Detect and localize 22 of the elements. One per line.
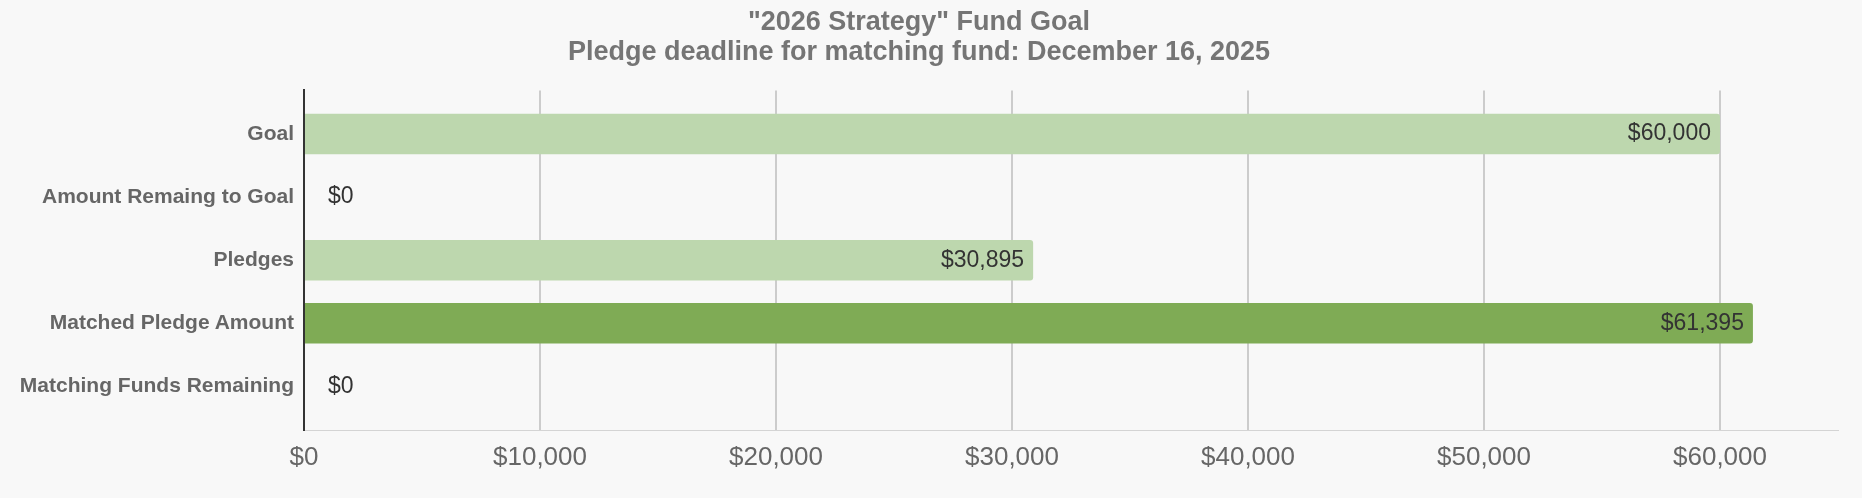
chart-title: "2026 Strategy" Fund Goal xyxy=(747,6,1091,37)
x-tick-label: $50,000 xyxy=(1437,440,1531,471)
bar xyxy=(305,240,1034,281)
bar xyxy=(305,303,1753,344)
y-tick-label: Amount Remaing to Goal xyxy=(42,183,294,207)
x-tick-label: $0 xyxy=(289,440,319,471)
x-tick-label: $20,000 xyxy=(729,440,823,471)
y-tick-label: Goal xyxy=(247,120,294,144)
x-tick-label: $40,000 xyxy=(1201,440,1295,471)
y-tick-label: Matching Funds Remaining xyxy=(19,373,294,397)
x-tick-label: $30,000 xyxy=(965,440,1059,471)
bar xyxy=(305,113,1720,155)
x-tick-label: $10,000 xyxy=(493,440,587,471)
y-tick-label: Matched Pledge Amount xyxy=(49,310,294,334)
data-label: $0 xyxy=(328,371,354,398)
data-label: $61,395 xyxy=(1660,308,1744,335)
data-label: $60,000 xyxy=(1627,119,1711,146)
data-label: $30,895 xyxy=(940,245,1025,272)
chart-subtitle: Pledge deadline for matching fund: December 16, 2025 xyxy=(567,36,1271,66)
y-tick-label: Pledges xyxy=(213,247,294,270)
data-label: $0 xyxy=(328,182,354,209)
x-tick-label: $60,000 xyxy=(1673,440,1767,471)
